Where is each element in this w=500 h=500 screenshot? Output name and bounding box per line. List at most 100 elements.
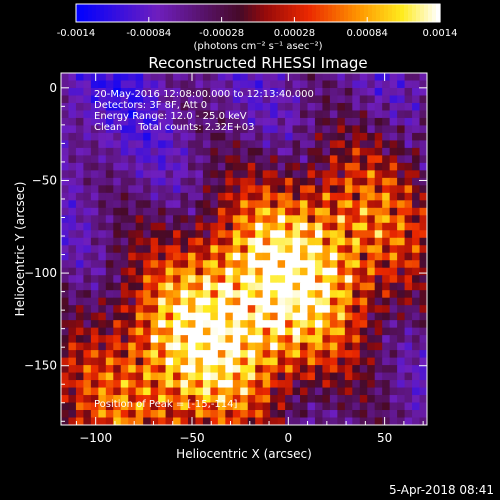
heatmap-cell — [143, 222, 152, 231]
heatmap-cell — [210, 327, 219, 336]
heatmap-cell — [240, 140, 249, 149]
heatmap-cell — [255, 380, 264, 389]
heatmap-cell — [374, 267, 383, 276]
heatmap-cell — [135, 312, 144, 321]
heatmap-cell — [389, 402, 398, 411]
heatmap-cell — [210, 95, 219, 104]
heatmap-cell — [113, 117, 122, 126]
heatmap-cell — [195, 162, 204, 171]
heatmap-cell — [225, 80, 234, 89]
heatmap-cell — [202, 260, 211, 269]
heatmap-cell — [285, 73, 294, 81]
heatmap-cell — [307, 200, 316, 209]
heatmap-cell — [255, 357, 264, 366]
heatmap-cell — [344, 230, 353, 239]
heatmap-cell — [240, 102, 249, 111]
heatmap-cell — [270, 102, 279, 111]
heatmap-cell — [143, 327, 152, 336]
heatmap-cell — [68, 417, 77, 426]
heatmap-cell — [240, 237, 249, 246]
heatmap-cell — [90, 147, 99, 156]
heatmap-cell — [270, 395, 279, 404]
colorbar-cell — [400, 4, 405, 22]
heatmap-cell — [98, 245, 107, 254]
heatmap-cell — [262, 140, 271, 149]
heatmap-cell — [359, 290, 368, 299]
heatmap-cell — [232, 260, 241, 269]
heatmap-cell — [232, 185, 241, 194]
heatmap-cell — [382, 387, 391, 396]
heatmap-cell — [322, 267, 331, 276]
heatmap-cell — [225, 140, 234, 149]
heatmap-cell — [374, 395, 383, 404]
heatmap-cell — [135, 372, 144, 381]
heatmap-cell — [374, 140, 383, 149]
heatmap-cell — [314, 207, 323, 216]
heatmap-cell — [210, 305, 219, 314]
heatmap-cell — [397, 350, 406, 359]
heatmap-cell — [367, 252, 376, 261]
heatmap-cell — [135, 290, 144, 299]
heatmap-cell — [187, 140, 196, 149]
heatmap-cell — [344, 95, 353, 104]
heatmap-cell — [113, 73, 122, 81]
heatmap-cell — [352, 402, 361, 411]
heatmap-cell — [195, 252, 204, 261]
heatmap-cell — [120, 132, 129, 141]
heatmap-cell — [135, 365, 144, 374]
heatmap-cell — [202, 185, 211, 194]
heatmap-cell — [105, 230, 114, 239]
heatmap-cell — [270, 372, 279, 381]
colorbar-cell — [216, 4, 221, 22]
y-axis-label: Heliocentric Y (arcsec) — [13, 182, 27, 317]
heatmap-cell — [105, 327, 114, 336]
heatmap-cell — [158, 200, 167, 209]
heatmap-cell — [143, 350, 152, 359]
heatmap-cell — [314, 267, 323, 276]
heatmap-cell — [359, 387, 368, 396]
heatmap-cell — [225, 267, 234, 276]
heatmap-cell — [105, 245, 114, 254]
heatmap-cell — [389, 417, 398, 426]
heatmap-cell — [255, 140, 264, 149]
heatmap-cell — [83, 147, 92, 156]
heatmap-cell — [262, 170, 271, 179]
heatmap-cell — [344, 245, 353, 254]
heatmap-cell — [68, 282, 77, 291]
heatmap-cell — [255, 192, 264, 201]
heatmap-cell — [404, 87, 413, 96]
heatmap-cell — [404, 387, 413, 396]
heatmap-cell — [389, 177, 398, 186]
heatmap-cell — [322, 320, 331, 329]
heatmap-cell — [412, 192, 421, 201]
heatmap-cell — [173, 147, 182, 156]
heatmap-cell — [307, 372, 316, 381]
colorbar-cell — [80, 4, 85, 22]
heatmap-cell — [113, 297, 122, 306]
heatmap-cell — [143, 80, 152, 89]
heatmap-cell — [277, 110, 286, 119]
heatmap-cell — [143, 117, 152, 126]
heatmap-cell — [90, 80, 99, 89]
heatmap-cell — [285, 350, 294, 359]
heatmap-cell — [195, 132, 204, 141]
heatmap-cell — [113, 252, 122, 261]
heatmap-cell — [128, 132, 137, 141]
annotation-clean-counts: Clean Total counts: 2.32E+03 — [94, 122, 254, 133]
heatmap-cell — [195, 87, 204, 96]
heatmap-cell — [344, 237, 353, 246]
heatmap-cell — [68, 170, 77, 179]
heatmap-cell — [210, 290, 219, 299]
heatmap-cell — [187, 290, 196, 299]
heatmap-cell — [374, 260, 383, 269]
heatmap-cell — [128, 312, 137, 321]
heatmap-cell — [262, 312, 271, 321]
heatmap-cell — [158, 275, 167, 284]
heatmap-cell — [173, 260, 182, 269]
heatmap-cell — [98, 417, 107, 426]
heatmap-cell — [225, 125, 234, 134]
heatmap-cell — [195, 155, 204, 164]
heatmap-cell — [285, 162, 294, 171]
heatmap-cell — [232, 237, 241, 246]
